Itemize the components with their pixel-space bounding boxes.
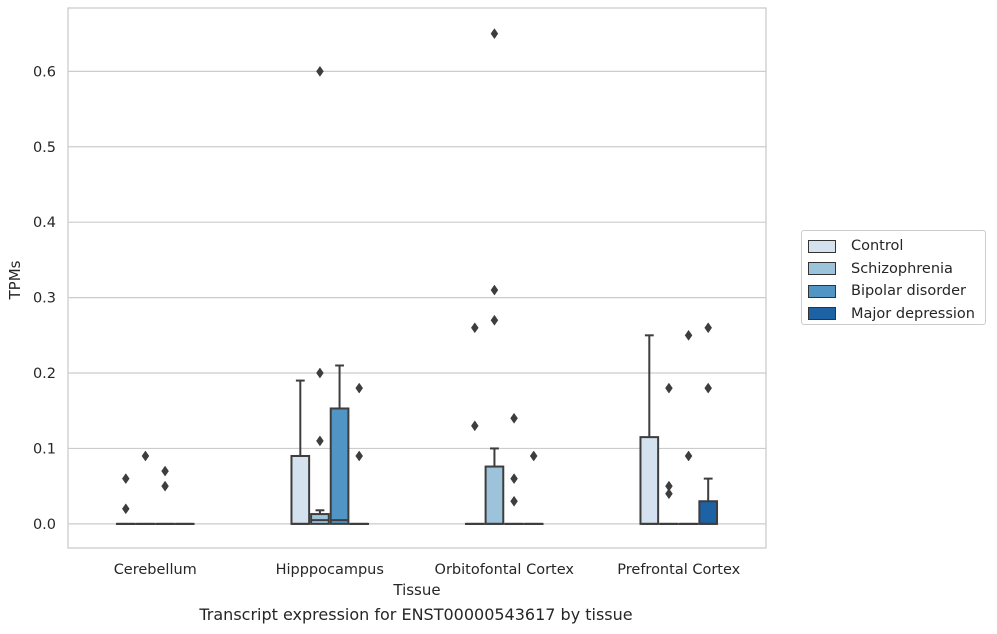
legend-item: Major depression: [808, 304, 975, 324]
box-3-2: [678, 329, 699, 525]
box: [484, 465, 505, 525]
box-0-1: [135, 450, 156, 525]
outlier-marker: [684, 450, 693, 462]
x-axis-ticks: Cerebellum Hipppocampus Orbitofontal Corte…: [114, 562, 741, 578]
box-3-1: [659, 382, 679, 525]
legend-label: Control: [851, 238, 904, 254]
box: [698, 500, 719, 525]
outlier-marker: [510, 473, 518, 485]
x-tick-label: Cerebellum: [114, 562, 197, 578]
outlier-marker: [316, 435, 324, 447]
outlier-marker: [470, 420, 479, 432]
outlier-marker: [316, 367, 324, 379]
outlier-marker: [490, 314, 499, 326]
outlier-marker: [684, 329, 693, 341]
box-3-0: [639, 334, 660, 525]
box-0-2: [155, 465, 175, 525]
outlier-marker: [161, 480, 169, 492]
outlier-marker: [665, 480, 673, 492]
legend-item: Bipolar disorder: [808, 281, 966, 301]
box-1-2: [329, 364, 350, 525]
legend-item: Schizophrenia: [808, 259, 953, 279]
box: [639, 436, 660, 525]
legend: Control Schizophrenia Bipolar disorder Majo…: [801, 230, 986, 325]
y-axis-ticks: 0.0 0.1 0.2 0.3 0.4 0.5 0.6: [33, 64, 56, 533]
box-plots: [115, 28, 719, 525]
box-2-2: [504, 412, 524, 525]
box: [290, 454, 311, 525]
box-3-3: [698, 322, 719, 525]
y-tick-label: 0.3: [33, 291, 56, 307]
outlier-marker: [490, 284, 499, 296]
y-axis-title: TPMs: [6, 260, 24, 300]
outlier-marker: [470, 322, 479, 334]
outlier-marker: [490, 28, 499, 40]
box-2-0: [464, 322, 485, 525]
y-tick-label: 0.4: [33, 215, 56, 231]
legend-swatch: [808, 262, 836, 275]
chart-caption: Transcript expression for ENST0000054361…: [199, 605, 633, 624]
outlier-marker: [510, 412, 518, 424]
x-tick-label: Prefrontal Cortex: [617, 562, 740, 578]
outlier-marker: [161, 465, 169, 477]
outlier-marker: [704, 322, 713, 334]
x-axis-title: Tissue: [392, 581, 440, 599]
outlier-marker: [665, 488, 673, 500]
outlier-marker: [665, 382, 673, 394]
outlier-marker: [121, 503, 130, 515]
box-1-3: [349, 382, 370, 525]
legend-swatch: [808, 307, 836, 320]
y-tick-label: 0.0: [33, 517, 56, 533]
box: [329, 407, 350, 525]
box-0-0: [115, 473, 136, 525]
grid-lines: [68, 70, 766, 525]
y-tick-label: 0.1: [33, 441, 56, 457]
y-tick-label: 0.6: [33, 64, 56, 80]
legend-item: Control: [808, 236, 903, 256]
x-tick-label: Hipppocampus: [276, 562, 384, 578]
outlier-marker: [121, 473, 130, 485]
outlier-marker: [510, 495, 518, 507]
y-tick-label: 0.2: [33, 366, 56, 382]
outlier-marker: [355, 382, 364, 394]
outlier-marker: [355, 450, 364, 462]
box-2-3: [523, 450, 544, 525]
box-1-1: [310, 65, 330, 525]
legend-label: Bipolar disorder: [851, 283, 966, 299]
box-1-0: [290, 379, 311, 525]
y-tick-label: 0.5: [33, 140, 56, 156]
box: [310, 513, 330, 525]
outlier-marker: [529, 450, 538, 462]
x-tick-label: Orbitofontal Cortex: [435, 562, 575, 578]
plot-frame: [67, 7, 767, 549]
outlier-marker: [316, 65, 324, 77]
legend-label: Major depression: [851, 305, 975, 322]
outlier-marker: [704, 382, 713, 394]
box-2-1: [484, 28, 505, 525]
outlier-marker: [141, 450, 150, 462]
legend-swatch: [808, 239, 836, 253]
legend-swatch: [808, 284, 836, 298]
legend-label: Schizophrenia: [851, 260, 953, 277]
